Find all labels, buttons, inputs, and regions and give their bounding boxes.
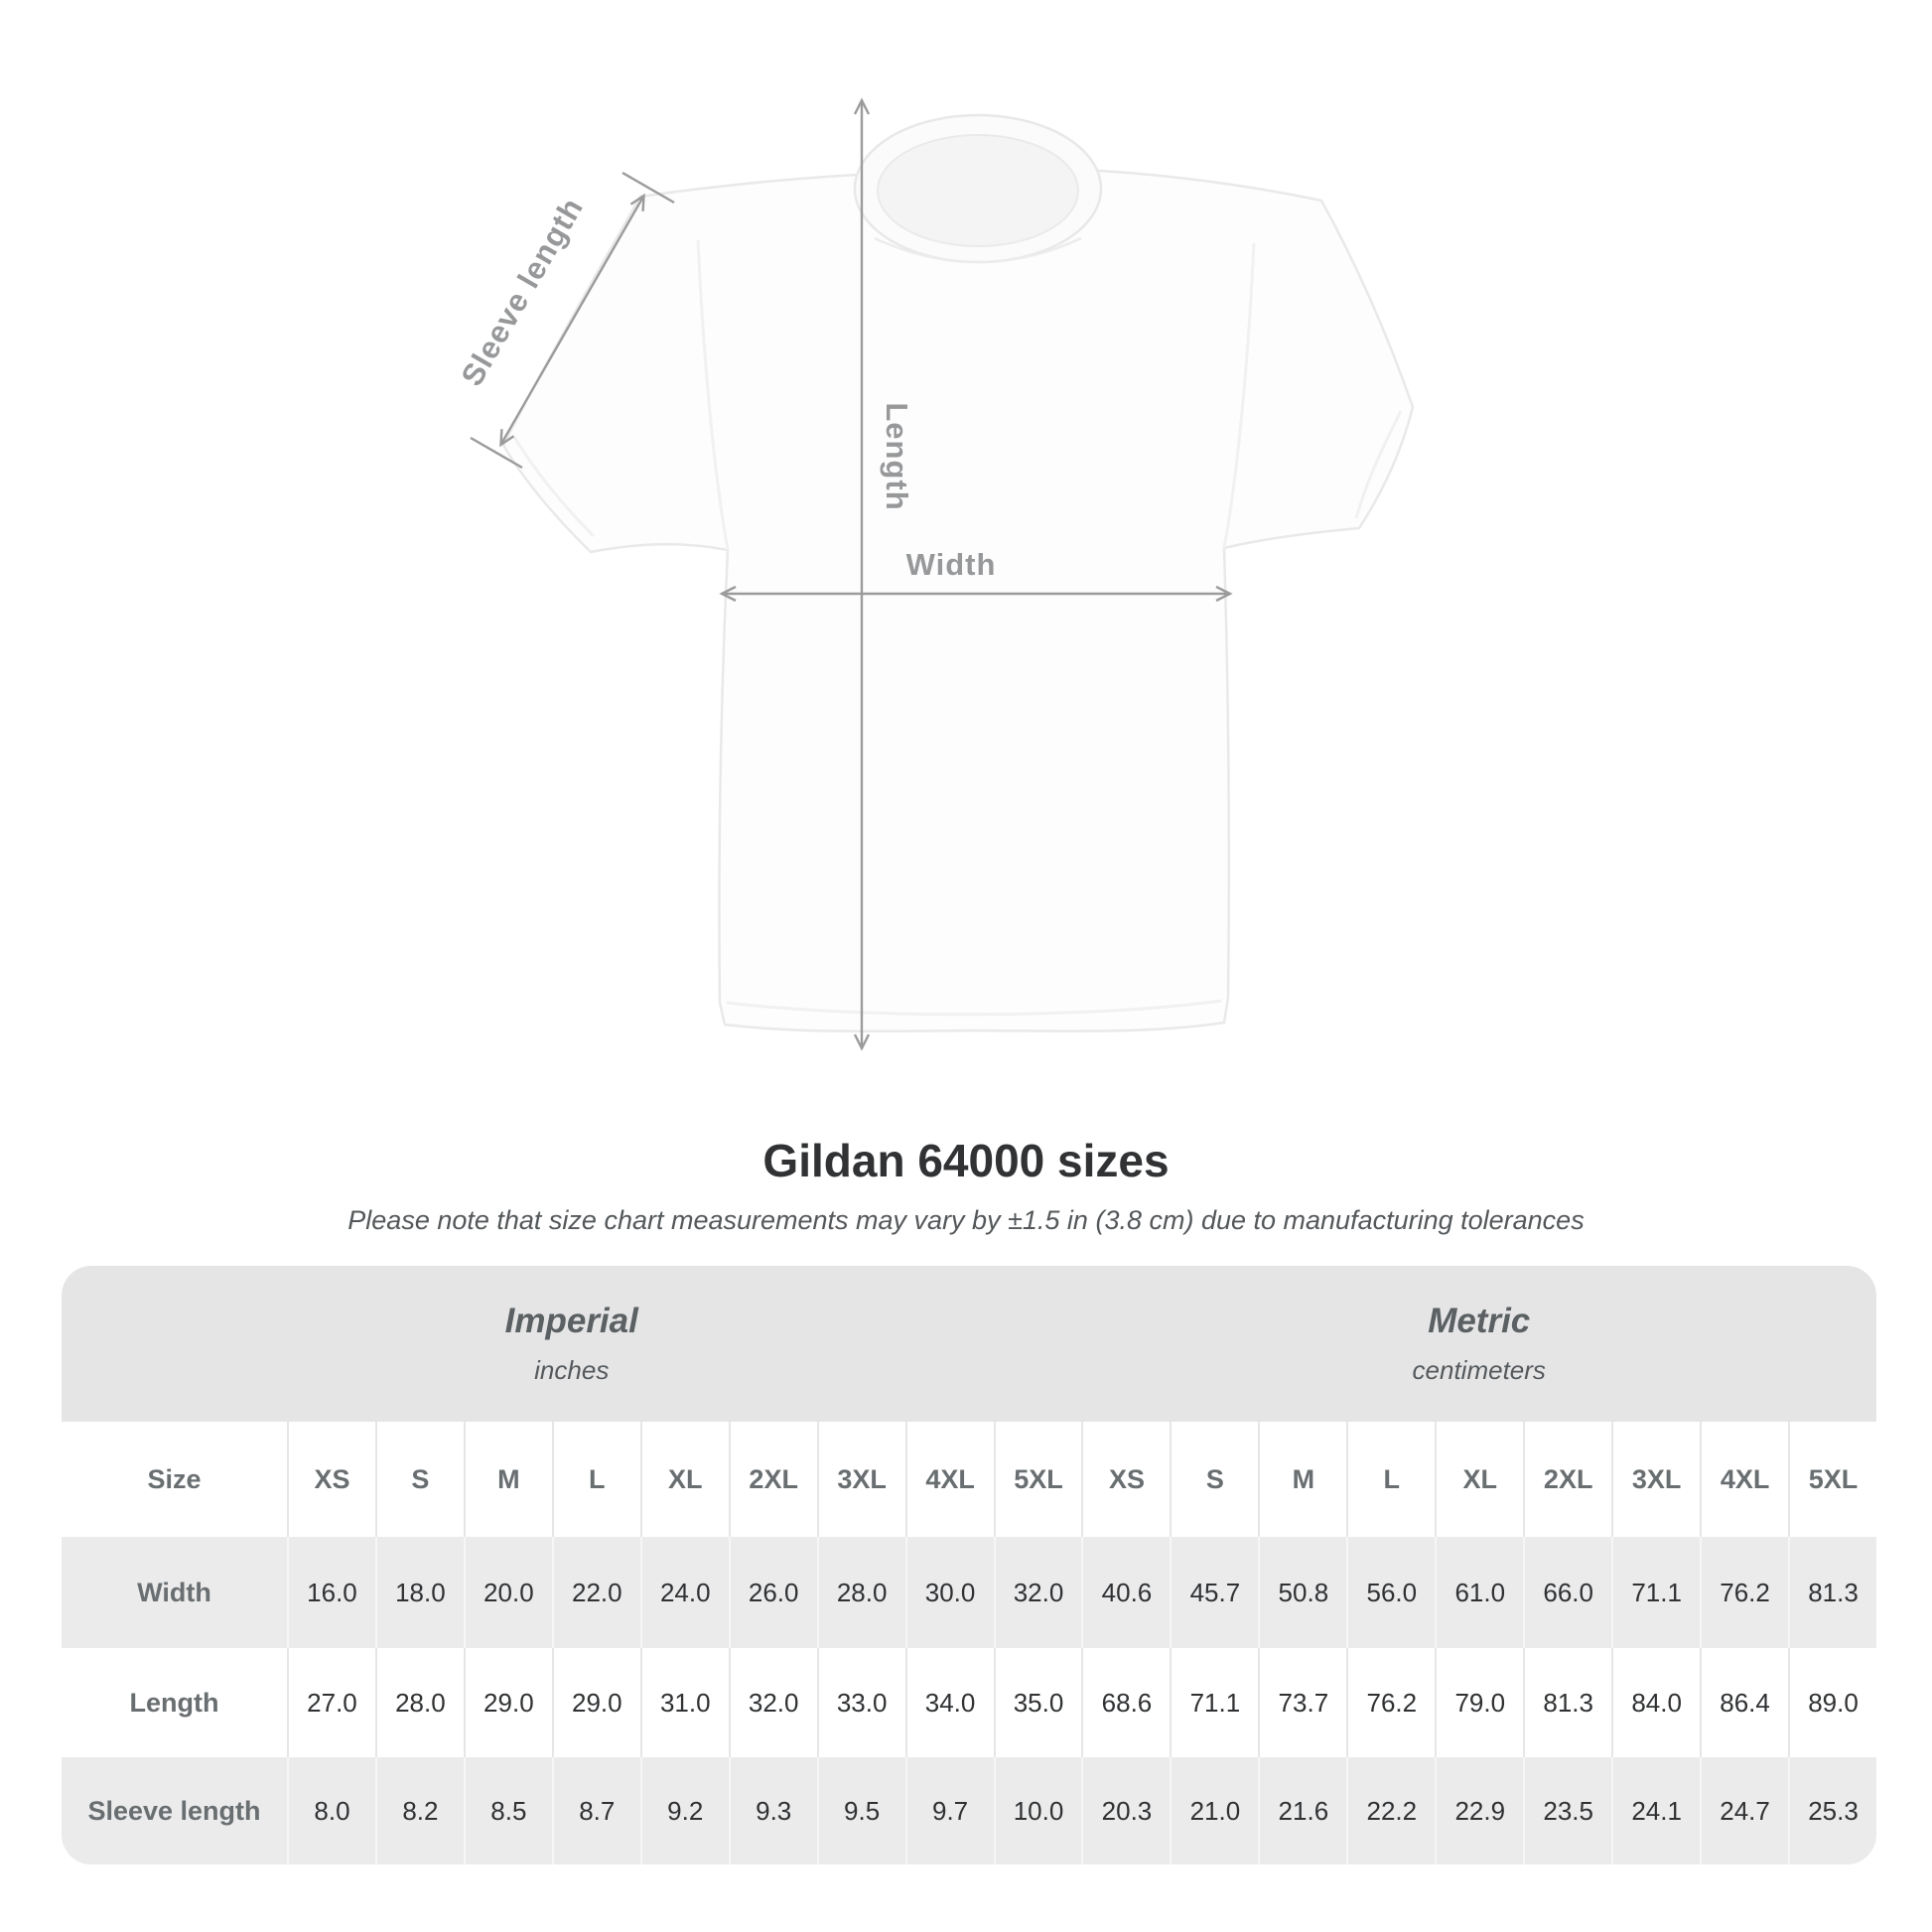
size-table: Imperial inches Metric centimeters Size …	[62, 1266, 1876, 1864]
sleeve-length-arrow	[499, 193, 645, 448]
tshirt-illustration: Sleeve length Length Width	[455, 97, 1415, 1051]
row-label-length: Length	[62, 1648, 287, 1757]
sleeve-metric-s: 21.0	[1170, 1757, 1259, 1864]
tolerance-note: Please note that size chart measurements…	[347, 1205, 1585, 1235]
length-metric-5xl: 89.0	[1788, 1648, 1876, 1757]
length-metric-4xl: 86.4	[1700, 1648, 1789, 1757]
sleeve-metric-xs: 20.3	[1081, 1757, 1171, 1864]
length-metric-l: 76.2	[1346, 1648, 1436, 1757]
imperial-unit: inches	[534, 1355, 610, 1385]
width-annotation: Width	[719, 547, 1233, 603]
size-header-metric-2xl: 2XL	[1523, 1422, 1612, 1537]
size-header-imperial-4xl: 4XL	[904, 1422, 994, 1537]
size-header-metric-4xl: 4XL	[1700, 1422, 1789, 1537]
sleeve-tick-bottom	[470, 436, 523, 470]
sleeve-metric-m: 21.6	[1258, 1757, 1347, 1864]
width-imperial-xl: 24.0	[639, 1537, 729, 1648]
sleeve-metric-2xl: 23.5	[1523, 1757, 1612, 1864]
size-header-metric-m: M	[1258, 1422, 1347, 1537]
size-header-imperial-s: S	[374, 1422, 464, 1537]
width-metric-xs: 40.6	[1081, 1537, 1171, 1648]
sleeve-metric-xl: 22.9	[1435, 1757, 1524, 1864]
size-header-imperial-xl: XL	[639, 1422, 729, 1537]
tshirt-size-diagram: Sleeve length Length Width	[455, 79, 1425, 1067]
sleeve-imperial-l: 8.7	[551, 1757, 640, 1864]
width-metric-m: 50.8	[1258, 1537, 1347, 1648]
unit-group-metric: Metric centimeters	[1081, 1266, 1876, 1422]
width-metric-s: 45.7	[1170, 1537, 1259, 1648]
size-header-metric-s: S	[1170, 1422, 1259, 1537]
size-header-metric-3xl: 3XL	[1611, 1422, 1701, 1537]
sleeve-metric-3xl: 24.1	[1611, 1757, 1701, 1864]
sleeve-imperial-2xl: 9.3	[728, 1757, 817, 1864]
row-label-sleeve-length: Sleeve length	[62, 1757, 287, 1864]
width-imperial-m: 20.0	[463, 1537, 552, 1648]
width-metric-5xl: 81.3	[1788, 1537, 1876, 1648]
metric-heading: Metric	[1428, 1302, 1531, 1340]
length-imperial-xs: 27.0	[287, 1648, 375, 1757]
sleeve-imperial-xs: 8.0	[287, 1757, 375, 1864]
size-header-metric-xl: XL	[1435, 1422, 1524, 1537]
page-title: Gildan 64000 sizes	[762, 1135, 1170, 1186]
imperial-heading: Imperial	[504, 1302, 638, 1340]
sleeve-metric-4xl: 24.7	[1700, 1757, 1789, 1864]
width-imperial-3xl: 28.0	[816, 1537, 905, 1648]
length-metric-2xl: 81.3	[1523, 1648, 1612, 1757]
length-imperial-5xl: 35.0	[993, 1648, 1082, 1757]
length-metric-m: 73.7	[1258, 1648, 1347, 1757]
width-imperial-xs: 16.0	[287, 1537, 375, 1648]
size-header-metric-5xl: 5XL	[1788, 1422, 1876, 1537]
size-header-metric-l: L	[1346, 1422, 1436, 1537]
sleeve-metric-l: 22.2	[1346, 1757, 1436, 1864]
length-annotation: Length	[853, 97, 914, 1051]
length-imperial-s: 28.0	[374, 1648, 464, 1757]
row-label-width: Width	[62, 1537, 287, 1648]
sleeve-imperial-xl: 9.2	[639, 1757, 729, 1864]
size-header-imperial-l: L	[551, 1422, 640, 1537]
size-column-header: Size	[62, 1422, 287, 1537]
width-metric-l: 56.0	[1346, 1537, 1436, 1648]
width-metric-xl: 61.0	[1435, 1537, 1524, 1648]
sleeve-imperial-3xl: 9.5	[816, 1757, 905, 1864]
width-imperial-l: 22.0	[551, 1537, 640, 1648]
length-metric-s: 71.1	[1170, 1648, 1259, 1757]
length-imperial-4xl: 34.0	[904, 1648, 994, 1757]
width-metric-4xl: 76.2	[1700, 1537, 1789, 1648]
length-imperial-2xl: 32.0	[728, 1648, 817, 1757]
length-label: Length	[880, 402, 914, 510]
width-imperial-5xl: 32.0	[993, 1537, 1082, 1648]
length-metric-xs: 68.6	[1081, 1648, 1171, 1757]
size-header-imperial-2xl: 2XL	[728, 1422, 817, 1537]
sleeve-imperial-5xl: 10.0	[993, 1757, 1082, 1864]
unit-group-imperial: Imperial inches	[62, 1266, 1082, 1422]
metric-unit: centimeters	[1412, 1355, 1546, 1385]
sleeve-imperial-4xl: 9.7	[904, 1757, 994, 1864]
length-metric-xl: 79.0	[1435, 1648, 1524, 1757]
width-imperial-4xl: 30.0	[904, 1537, 994, 1648]
size-header-imperial-m: M	[463, 1422, 552, 1537]
title-block: Gildan 64000 sizes Please note that size…	[0, 1134, 1932, 1236]
size-header-imperial-xs: XS	[287, 1422, 375, 1537]
width-imperial-2xl: 26.0	[728, 1537, 817, 1648]
width-imperial-s: 18.0	[374, 1537, 464, 1648]
length-imperial-l: 29.0	[551, 1648, 640, 1757]
length-imperial-m: 29.0	[463, 1648, 552, 1757]
sleeve-tick-top	[621, 171, 675, 205]
length-imperial-xl: 31.0	[639, 1648, 729, 1757]
width-metric-3xl: 71.1	[1611, 1537, 1701, 1648]
size-header-imperial-5xl: 5XL	[993, 1422, 1082, 1537]
sleeve-imperial-s: 8.2	[374, 1757, 464, 1864]
size-header-imperial-3xl: 3XL	[816, 1422, 905, 1537]
length-imperial-3xl: 33.0	[816, 1648, 905, 1757]
length-metric-3xl: 84.0	[1611, 1648, 1701, 1757]
size-header-metric-xs: XS	[1081, 1422, 1171, 1537]
width-label: Width	[906, 547, 997, 582]
sleeve-metric-5xl: 25.3	[1788, 1757, 1876, 1864]
width-metric-2xl: 66.0	[1523, 1537, 1612, 1648]
sleeve-imperial-m: 8.5	[463, 1757, 552, 1864]
